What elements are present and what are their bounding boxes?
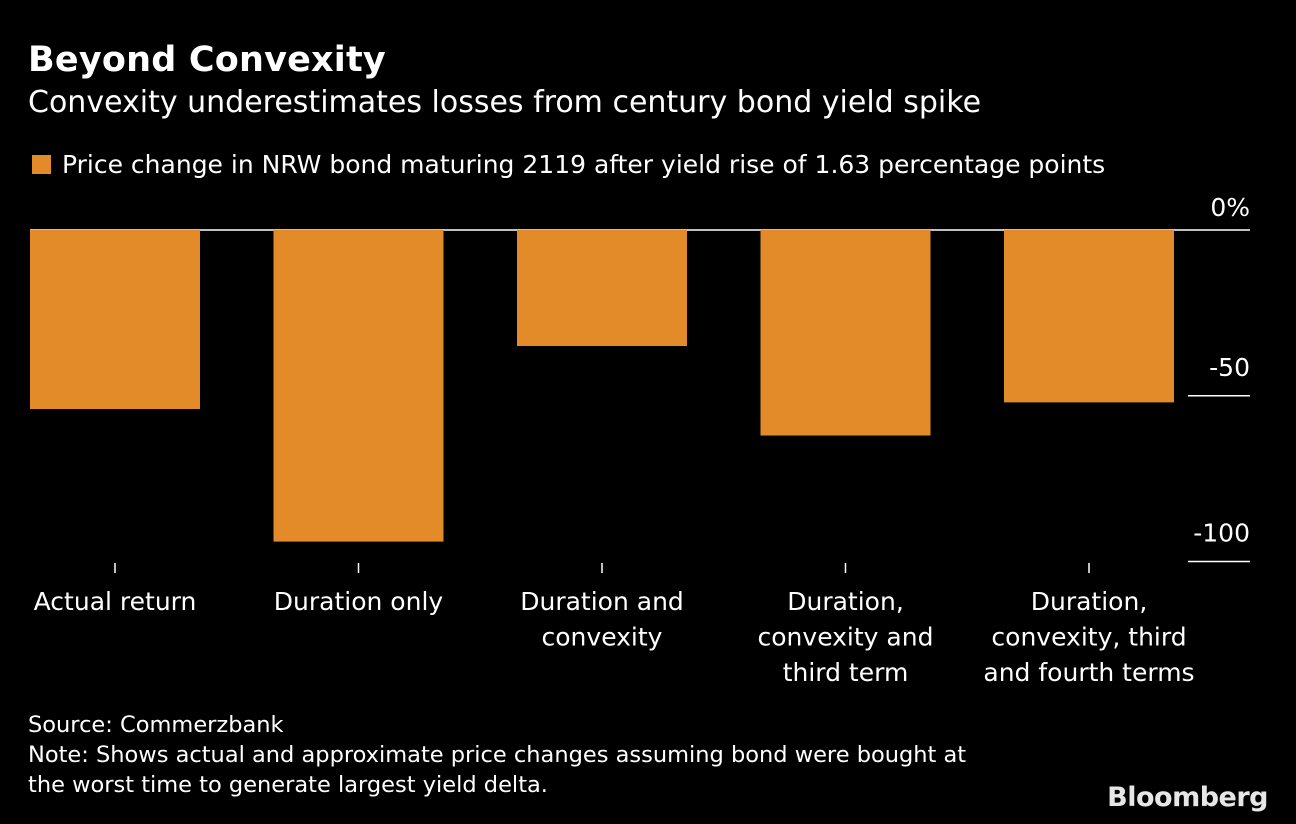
x-tick-label: convexity [542, 623, 663, 652]
x-tick-label: Duration, [1031, 587, 1148, 616]
legend-label: Price change in NRW bond maturing 2119 a… [62, 150, 1106, 179]
note-text-line2: the worst time to generate largest yield… [28, 772, 548, 798]
x-tick-label: Duration, [787, 587, 904, 616]
x-tick-label: third term [783, 658, 909, 687]
legend-swatch [32, 155, 51, 174]
bloomberg-logo: Bloomberg [1107, 782, 1268, 813]
x-tick-label: and fourth terms [983, 658, 1194, 687]
bar-4 [760, 230, 931, 436]
x-tick-label: Duration only [274, 587, 444, 616]
x-tick-label: Duration and [520, 587, 684, 616]
chart-title: Beyond Convexity [28, 40, 386, 80]
x-tick-label: convexity and [758, 623, 934, 652]
y-tick-label: -100 [1193, 519, 1250, 548]
source-text: Source: Commerzbank [28, 712, 284, 738]
chart-footer: Source: Commerzbank Note: Shows actual a… [28, 710, 966, 800]
x-tick-label: convexity, third [991, 623, 1186, 652]
x-tick-label: Actual return [34, 587, 197, 616]
bar-1 [30, 230, 200, 410]
chart-legend: Price change in NRW bond maturing 2119 a… [32, 150, 1105, 179]
chart-subtitle: Convexity underestimates losses from cen… [28, 85, 982, 120]
bar-5 [1004, 230, 1174, 403]
note-text-line1: Note: Shows actual and approximate price… [28, 742, 967, 768]
y-tick-label: -50 [1209, 353, 1250, 382]
bar-3 [517, 230, 687, 347]
bar-2 [273, 230, 444, 542]
y-tick-label: 0% [1210, 193, 1250, 222]
